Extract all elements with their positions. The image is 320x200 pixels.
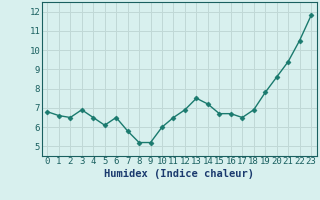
X-axis label: Humidex (Indice chaleur): Humidex (Indice chaleur): [104, 169, 254, 179]
